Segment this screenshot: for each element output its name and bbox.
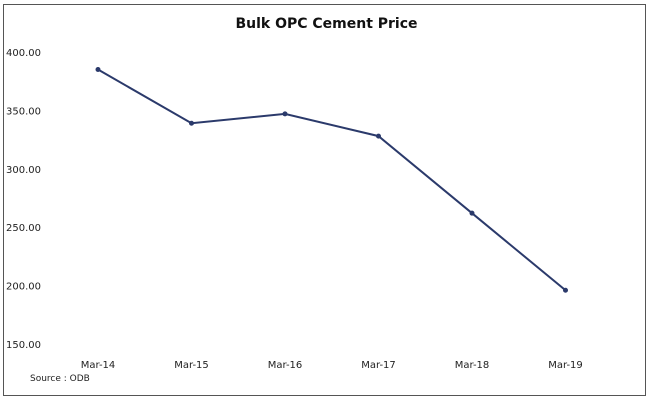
x-tick-label: Mar-18 [455, 360, 490, 371]
data-point [563, 287, 568, 293]
data-point [376, 133, 381, 139]
y-tick-label: 400.00 [6, 48, 41, 59]
data-point [469, 210, 475, 216]
y-tick-label: 250.00 [6, 223, 41, 234]
x-tick-label: Mar-17 [361, 360, 396, 371]
y-tick-label: 350.00 [6, 106, 41, 117]
y-tick-label: 300.00 [6, 165, 41, 176]
x-tick-label: Mar-16 [268, 360, 303, 371]
data-point [282, 111, 288, 117]
x-tick-label: Mar-19 [548, 360, 583, 371]
y-tick-label: 150.00 [6, 340, 41, 351]
series-line [97, 68, 567, 292]
chart-border [3, 4, 646, 396]
x-tick-label: Mar-14 [81, 360, 116, 371]
data-point [189, 120, 194, 126]
chart-title: Bulk OPC Cement Price [235, 16, 418, 32]
x-tick-label: Mar-15 [174, 360, 209, 371]
source-note: Source : ODB [30, 374, 90, 384]
y-tick-label: 200.00 [6, 282, 41, 293]
data-point [95, 67, 101, 73]
